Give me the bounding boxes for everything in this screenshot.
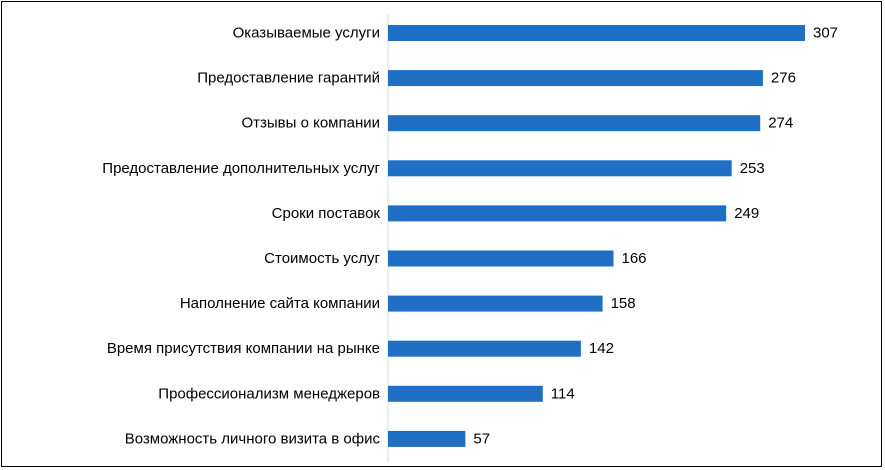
category-label: Предоставление дополнительных услуг xyxy=(102,160,380,177)
category-label: Наполнение сайта компании xyxy=(180,295,380,312)
value-label: 114 xyxy=(551,385,575,402)
value-label: 57 xyxy=(473,430,490,447)
value-label: 274 xyxy=(768,115,793,132)
value-label: 307 xyxy=(813,25,838,42)
category-label: Время присутствия компании на рынке xyxy=(107,340,380,357)
bar xyxy=(388,115,761,132)
bar xyxy=(388,205,727,222)
bar xyxy=(388,25,805,41)
value-label: 253 xyxy=(740,160,765,177)
bar xyxy=(388,160,732,177)
category-label: Предоставление гарантий xyxy=(197,70,380,87)
value-label: 276 xyxy=(771,70,796,87)
category-label: Возможность личного визита в офис xyxy=(125,430,381,447)
value-label: 249 xyxy=(734,205,759,222)
bar xyxy=(388,385,543,402)
bar xyxy=(388,250,614,267)
category-label: Стоимость услуг xyxy=(264,250,380,267)
value-label: 142 xyxy=(589,340,614,357)
category-label: Сроки поставок xyxy=(272,205,381,222)
bar xyxy=(388,295,603,312)
bar xyxy=(388,430,466,447)
category-label: Отзывы о компании xyxy=(241,115,380,132)
value-label: 166 xyxy=(622,250,647,267)
category-label: Оказываемые услуги xyxy=(233,25,380,42)
bar xyxy=(388,70,763,87)
bars-group: Оказываемые услуги 307 Предоставление гара… xyxy=(102,25,838,448)
value-label: 158 xyxy=(611,295,636,312)
category-label: Профессионализм менеджеров xyxy=(158,385,380,402)
bar xyxy=(388,340,581,357)
